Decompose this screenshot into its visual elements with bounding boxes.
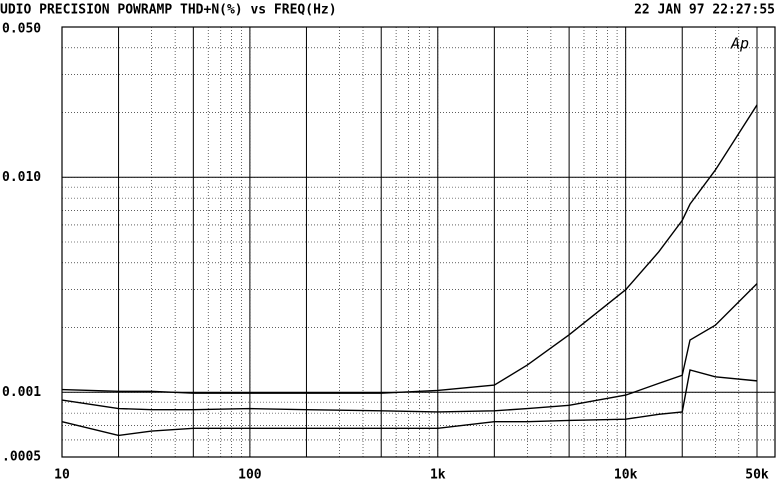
x-tick-label: 1k — [430, 468, 446, 483]
chart-title: UDIO PRECISION POWRAMP THD+N(%) vs FREQ(… — [0, 3, 337, 18]
y-tick-label: .0005 — [2, 450, 41, 465]
y-tick-label: 0.050 — [2, 22, 41, 37]
x-tick-label: 100 — [238, 468, 262, 483]
data-line — [61, 104, 758, 394]
timestamp: 22 JAN 97 22:27:55 — [634, 3, 775, 18]
logo: Ap — [730, 35, 749, 53]
y-tick-label: 0.010 — [2, 170, 41, 185]
x-tick-label: 50k — [745, 468, 769, 483]
x-tick-label: 10 — [54, 468, 70, 483]
y-tick-label: 0.001 — [2, 385, 41, 400]
data-line — [61, 369, 758, 437]
data-line — [61, 283, 758, 413]
x-tick-label: 10k — [614, 468, 638, 483]
